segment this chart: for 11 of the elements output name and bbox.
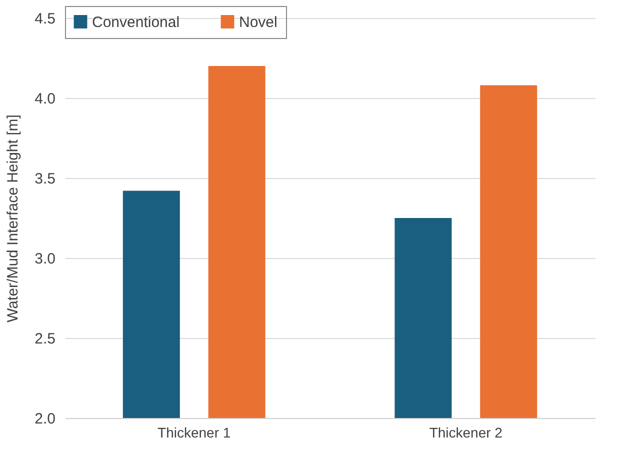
y-tick-label: 3.5 bbox=[34, 170, 56, 188]
y-tick-label: 4.5 bbox=[34, 10, 56, 28]
y-tick-label: 2.0 bbox=[34, 410, 56, 428]
y-tick-label: 2.5 bbox=[34, 330, 56, 348]
y-tick-label: 3.0 bbox=[34, 250, 56, 268]
x-tick-label: Thickener 2 bbox=[429, 424, 503, 440]
y-tick-label: 4.0 bbox=[34, 90, 56, 108]
y-axis-title: Water/Mud Interface Height [m] bbox=[4, 114, 22, 322]
legend-label: Conventional bbox=[92, 14, 180, 31]
x-tick-label: Thickener 1 bbox=[158, 424, 231, 440]
legend-label: Novel bbox=[239, 14, 278, 31]
